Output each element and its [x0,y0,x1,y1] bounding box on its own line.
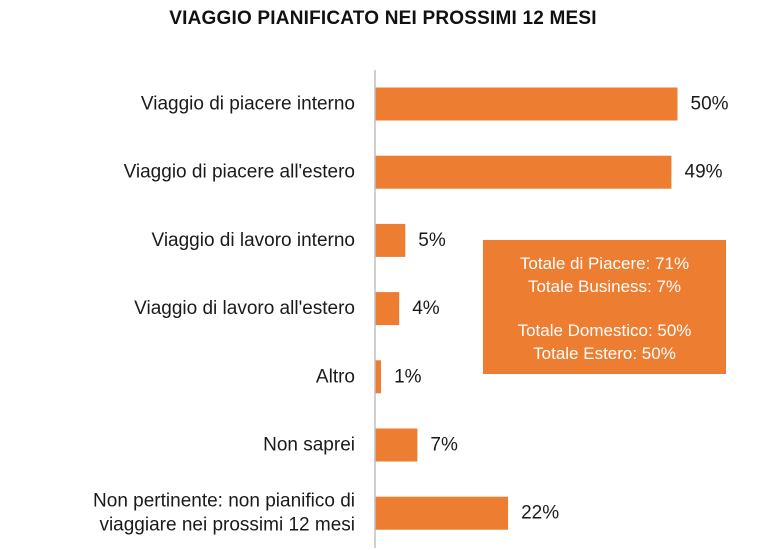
bar-1 [375,155,672,189]
value-label-4: 1% [394,366,422,387]
bar-2 [375,223,406,257]
bars-layer [375,87,678,530]
bar-0 [375,87,678,121]
category-label-4: Altro [316,366,355,387]
callout-line-domestico: Totale Domestico: 50% [517,321,692,340]
value-label-5: 7% [430,435,458,456]
category-label-3: Viaggio di lavoro all'estero [134,298,355,319]
category-label-6-line-0: Non pertinente: non pianifico di [93,491,355,512]
bar-4 [375,360,381,394]
value-label-2: 5% [418,230,446,251]
value-label-1: 49% [685,162,723,183]
category-label-2: Viaggio di lavoro interno [151,230,355,251]
value-label-6: 22% [521,503,559,524]
callout-line-business: Totale Business: 7% [527,277,682,296]
chart-title: VIAGGIO PIANIFICATO NEI PROSSIMI 12 MESI [169,8,597,29]
category-label-6-line-1: viaggiare nei prossimi 12 mesi [99,515,355,536]
bar-5 [375,428,418,462]
category-label-0: Viaggio di piacere interno [141,94,355,115]
bar-6 [375,496,509,530]
callout-line-piacere: Totale di Piacere: 71% [519,254,690,273]
callout-spacer [483,298,726,319]
value-label-3: 4% [412,298,440,319]
callout-line-estero: Totale Estero: 50% [533,344,676,363]
category-label-5: Non saprei [263,435,355,456]
labels-layer: 50% Viaggio di piacere interno 49% Viaggio … [93,94,729,536]
bar-3 [375,292,400,326]
totals-callout: Totale di Piacere: 71% Totale Business: … [483,240,726,374]
category-label-1: Viaggio di piacere all'estero [124,162,355,183]
value-label-0: 50% [691,94,729,115]
